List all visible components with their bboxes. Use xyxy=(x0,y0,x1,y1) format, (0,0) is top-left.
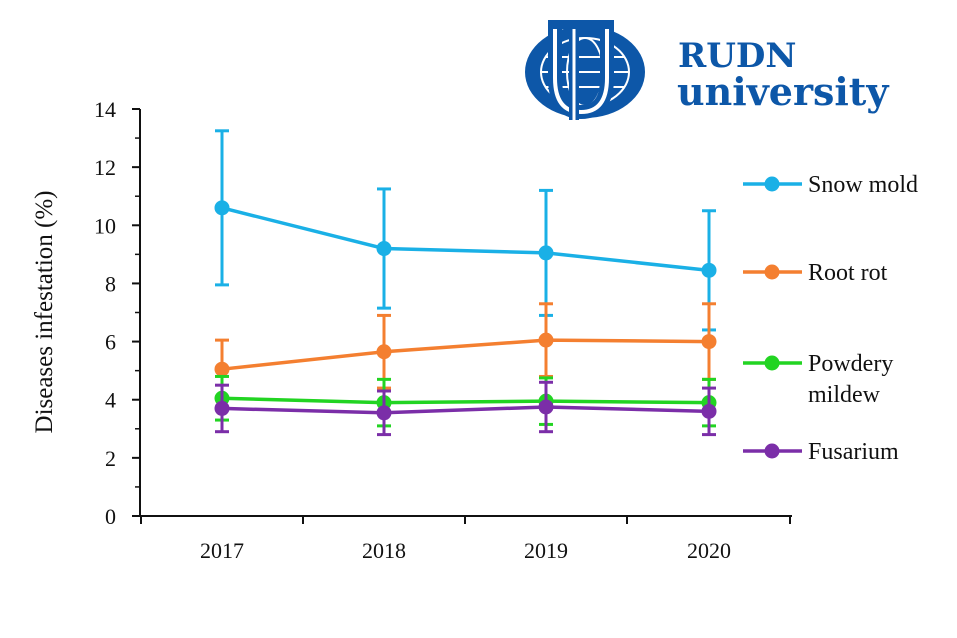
legend-item: Snow mold xyxy=(743,172,918,198)
logo-text-university: university xyxy=(677,69,889,114)
series-line xyxy=(221,405,710,415)
series-line xyxy=(221,206,710,273)
data-point xyxy=(538,399,554,415)
legend-item: Root rot xyxy=(743,260,888,286)
y-axis-ticks: 0 2 4 6 8 10 12 14 xyxy=(94,97,140,529)
legend-label: Snow mold xyxy=(808,172,918,198)
legend-item: Fusarium xyxy=(743,439,899,465)
y-tick-label: 0 xyxy=(105,504,116,529)
y-tick-label: 4 xyxy=(105,388,116,413)
legend-label: Powdery xyxy=(808,351,893,377)
y-axis-title: Diseases infestation (%) xyxy=(31,191,58,434)
series-root-rot xyxy=(214,302,717,400)
y-tick-label: 12 xyxy=(94,155,116,180)
data-point xyxy=(701,262,717,278)
data-point xyxy=(376,344,392,360)
x-axis-ticks: 2017 2018 2019 2020 xyxy=(140,516,791,563)
x-tick-label: 2019 xyxy=(524,538,568,563)
series-line xyxy=(221,338,710,371)
data-point xyxy=(376,405,392,421)
y-axis: 0 2 4 6 8 10 12 14 xyxy=(94,97,141,529)
legend-item: Powdery mildew xyxy=(743,351,893,408)
data-point xyxy=(701,403,717,419)
y-tick-label: 2 xyxy=(105,446,116,471)
series-powdery-mildew xyxy=(214,374,717,428)
x-tick-label: 2018 xyxy=(362,538,406,563)
data-point xyxy=(376,241,392,257)
y-tick-label: 6 xyxy=(105,330,116,355)
legend-marker xyxy=(764,176,780,192)
x-tick-label: 2017 xyxy=(200,538,244,563)
legend-label: mildew xyxy=(808,382,881,408)
series-snow-mold xyxy=(214,129,717,332)
y-tick-label: 8 xyxy=(105,271,116,296)
x-tick-label: 2020 xyxy=(687,538,731,563)
legend-marker xyxy=(764,443,780,459)
legend-marker xyxy=(764,355,780,371)
y-tick-label: 14 xyxy=(94,97,116,122)
data-point xyxy=(214,361,230,377)
data-point xyxy=(214,200,230,216)
legend: Snow mold Root rot Powdery mildew Fusarium xyxy=(743,172,918,465)
legend-label: Root rot xyxy=(808,260,888,286)
legend-marker xyxy=(764,264,780,280)
rudn-emblem-icon xyxy=(525,20,645,120)
series-fusarium xyxy=(214,380,717,437)
data-point xyxy=(538,332,554,348)
x-axis: 2017 2018 2019 2020 xyxy=(140,515,792,563)
data-point xyxy=(538,245,554,261)
legend-label: Fusarium xyxy=(808,439,899,465)
y-tick-label: 10 xyxy=(94,213,116,238)
series-line xyxy=(221,396,710,405)
data-point xyxy=(701,334,717,350)
series-layer xyxy=(214,129,717,437)
logo-text-rudn: RUDN xyxy=(678,36,796,76)
data-point xyxy=(214,400,230,416)
rudn-logo: RUDN university xyxy=(525,20,889,120)
